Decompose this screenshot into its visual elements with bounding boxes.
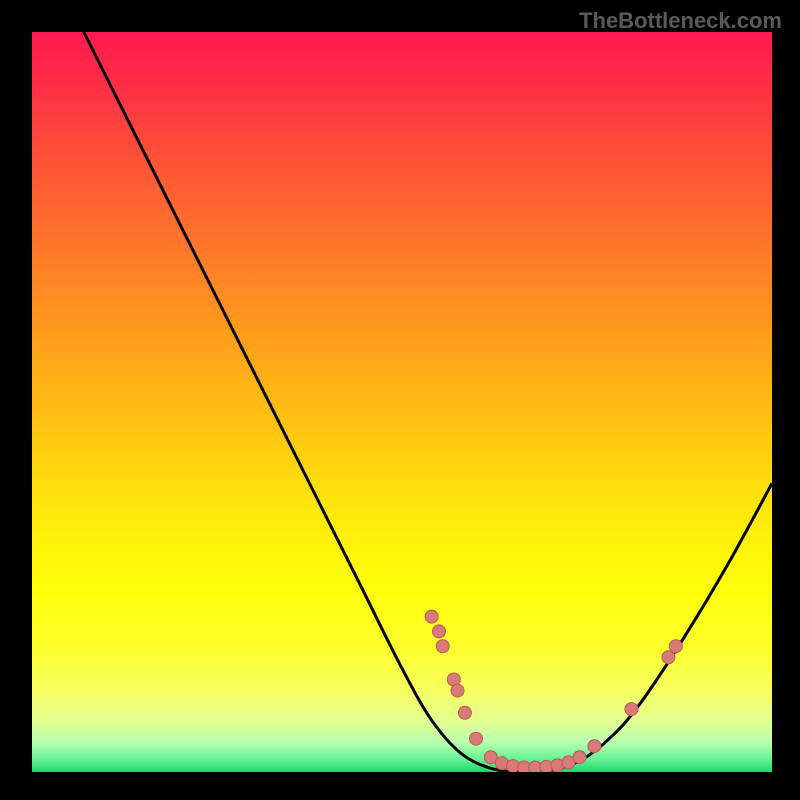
data-marker	[573, 751, 586, 764]
data-marker	[588, 740, 601, 753]
data-marker	[662, 651, 675, 664]
data-marker	[451, 684, 464, 697]
curve-layer	[32, 32, 772, 772]
data-marker	[436, 640, 449, 653]
plot-area	[32, 32, 772, 772]
data-marker	[458, 706, 471, 719]
data-marker	[669, 640, 682, 653]
data-marker	[470, 732, 483, 745]
attribution-text: TheBottleneck.com	[579, 8, 782, 34]
data-marker	[433, 625, 446, 638]
bottleneck-chart: TheBottleneck.com	[0, 0, 800, 800]
data-marker	[425, 610, 438, 623]
data-marker	[625, 703, 638, 716]
